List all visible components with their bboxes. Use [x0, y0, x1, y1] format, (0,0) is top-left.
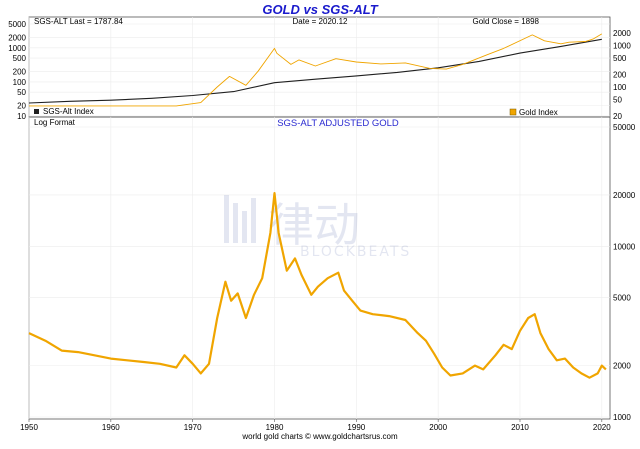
left-axis-tick-label: 10	[17, 112, 26, 121]
bottom-right-axis-tick-label: 50000	[613, 123, 636, 132]
watermark-logo: 律动 BLOCKBEATS	[224, 195, 411, 260]
left-axis-tick-label: 1000	[8, 44, 26, 53]
watermark-bar	[224, 195, 229, 243]
bottom-panel-title: SGS-ALT ADJUSTED GOLD	[277, 118, 399, 129]
left-axis-tick-label: 200	[13, 68, 27, 77]
bottom-panel-series	[28, 192, 607, 379]
right-axis-tick-label: 200	[613, 71, 627, 80]
right-axis-tick-label: 1000	[613, 41, 631, 50]
sgs-alt-adjusted-gold-line	[28, 192, 607, 379]
bottom-panel-grid	[28, 117, 610, 419]
x-axis-tick-label: 2010	[511, 423, 529, 432]
legend-label-gold: Gold Index	[519, 108, 558, 117]
x-axis-tick-label: 1970	[184, 423, 202, 432]
bottom-right-axis-tick-label: 20000	[613, 191, 636, 200]
left-axis-tick-label: 2000	[8, 34, 26, 43]
header-gold-close: Gold Close = 1898	[473, 17, 540, 26]
bottom-right-axis: 50000 20000 10000 5000 2000 1000	[613, 123, 636, 422]
sgs-alt-index-line	[28, 38, 602, 104]
watermark-bar	[242, 211, 247, 243]
header-sgs-alt-last: SGS-ALT Last = 1787.84	[34, 17, 123, 26]
right-axis-tick-label: 2000	[613, 29, 631, 38]
left-axis-tick-label: 20	[17, 102, 26, 111]
x-axis-tick-label: 1960	[102, 423, 120, 432]
right-axis-tick-label: 500	[613, 54, 627, 63]
watermark-bar	[233, 203, 238, 243]
right-axis-tick-label: 100	[613, 83, 627, 92]
x-axis-tick-label: 1990	[347, 423, 365, 432]
legend-swatch-gold	[509, 108, 517, 116]
left-axis-tick-label: 100	[13, 78, 27, 87]
bottom-right-axis-tick-label: 5000	[613, 294, 631, 303]
x-axis-tick-label: 1950	[20, 423, 38, 432]
bottom-right-axis-tick-label: 10000	[613, 242, 636, 251]
gold-index-line	[29, 33, 603, 107]
bottom-right-axis-tick-label: 2000	[613, 362, 631, 371]
right-axis-tick-label: 20	[613, 112, 622, 121]
header-date: Date = 2020.12	[293, 17, 348, 26]
x-axis-tick-label: 2020	[593, 423, 611, 432]
bottom-x-axis: 1950 1960 1970 1980 1990 2000 2010 2020	[20, 419, 611, 432]
x-axis-tick-label: 2000	[429, 423, 447, 432]
chart-title: GOLD vs SGS-ALT	[262, 2, 378, 17]
legend-label-sgs-alt: SGS-Alt Index	[43, 107, 94, 116]
top-panel-series	[28, 33, 603, 107]
bottom-right-axis-tick-label: 1000	[613, 413, 631, 422]
log-format-note: Log Format	[34, 118, 76, 127]
top-right-axis: 2000 1000 500 200 100 50 20	[613, 29, 631, 121]
x-axis-tick-label: 1980	[266, 423, 284, 432]
legend-swatch-sgs-alt	[34, 109, 39, 114]
top-panel-grid	[28, 17, 610, 117]
right-axis-tick-label: 50	[613, 95, 622, 104]
watermark-latin: BLOCKBEATS	[300, 244, 411, 260]
left-axis-tick-label: 500	[13, 54, 27, 63]
watermark-bar	[251, 198, 256, 243]
left-axis-tick-label: 5000	[8, 20, 26, 29]
footer-credit: world gold charts © www.goldchartsrus.co…	[241, 432, 398, 441]
watermark-chinese: 律动	[268, 198, 360, 252]
left-axis-tick-label: 50	[17, 88, 26, 97]
